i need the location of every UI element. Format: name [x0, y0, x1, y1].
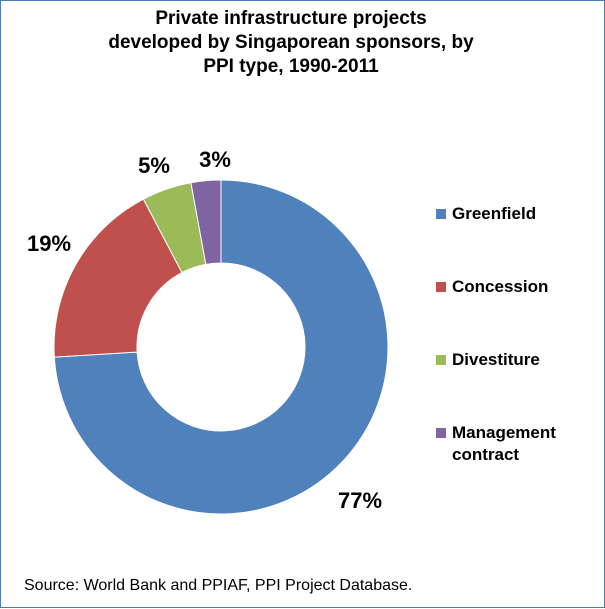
data-label-management-contract: 3%: [199, 147, 231, 172]
data-label-greenfield: 77%: [338, 488, 382, 513]
chart-title: Private infrastructure projects develope…: [61, 7, 521, 79]
legend-label: Greenfield: [452, 203, 602, 225]
legend-swatch: [436, 282, 446, 292]
legend-label: Divestiture: [452, 349, 602, 371]
donut-slice-concession: [53, 198, 183, 358]
chart-title-line: Private infrastructure projects: [155, 8, 427, 29]
legend-label-line: Divestiture: [452, 350, 540, 369]
legend-swatch: [436, 355, 446, 365]
data-label-concession: 19%: [27, 231, 71, 256]
source-note: Source: World Bank and PPIAF, PPI Projec…: [24, 577, 413, 594]
legend-label-line: contract: [452, 445, 520, 464]
chart-title-line: developed by Singaporean sponsors, by: [108, 32, 474, 53]
chart-title-line: PPI type, 1990-2011: [203, 56, 379, 77]
data-label-divestiture: 5%: [138, 153, 170, 178]
legend-label: Management contract: [452, 422, 602, 466]
legend-swatch: [436, 209, 446, 219]
legend-label-line: Concession: [452, 277, 549, 296]
legend-label: Concession: [452, 276, 602, 298]
legend-label-line: Greenfield: [452, 204, 537, 223]
donut-slice-greenfield: [53, 179, 389, 515]
legend-swatch: [436, 428, 446, 438]
donut-slice-management-contract: [190, 179, 222, 265]
legend-label-line: Management: [452, 423, 556, 442]
